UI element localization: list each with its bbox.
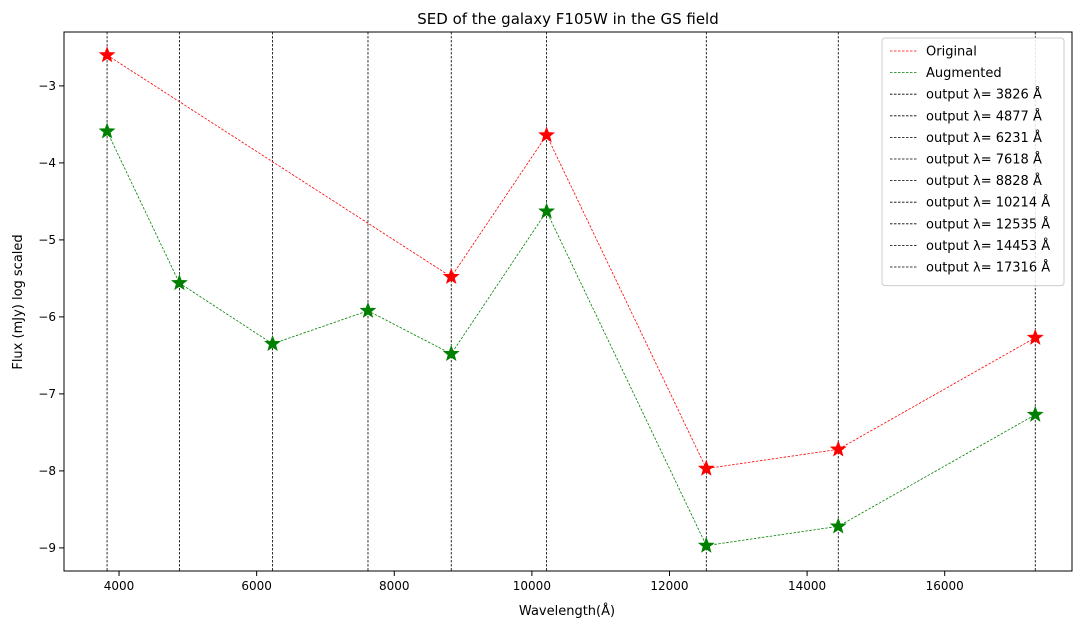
y-tick-label: −5 [38,233,56,247]
y-tick-label: −7 [38,387,56,401]
series-layer [98,46,1044,553]
y-tick-label: −6 [38,310,56,324]
point-original-8828 [442,268,460,285]
x-tick-label: 10000 [513,579,551,593]
legend-label: output λ= 17316 Å [926,260,1050,276]
series-line-original [106,54,1036,470]
point-augmented-14453 [829,517,847,534]
legend-label: output λ= 7618 Å [926,152,1042,168]
y-axis: −3 −4 −5 −6 −7 −8 −9 [38,79,64,555]
vertical-lines [106,32,1036,571]
legend-label: output λ= 4877 Å [926,108,1042,124]
legend-label: output λ= 3826 Å [926,87,1042,103]
point-augmented-7618 [359,301,377,318]
point-augmented-10214 [538,202,556,219]
point-original-17316 [1026,328,1044,345]
y-tick-label: −4 [38,156,56,170]
legend-box [881,37,1065,287]
point-augmented-12535 [697,536,715,553]
plot-frame [63,31,1073,572]
point-augmented-17316 [1026,405,1044,422]
legend-label: output λ= 6231 Å [926,130,1042,146]
legend-label: output λ= 14453 Å [926,238,1050,254]
x-axis-label: Wavelength(Å) [519,603,615,619]
y-tick-label: −8 [38,464,56,478]
x-tick-label: 4000 [104,579,135,593]
x-axis: 4000 6000 8000 10000 12000 14000 16000 [104,571,964,593]
x-tick-label: 12000 [650,579,688,593]
point-original-12535 [697,459,715,476]
y-tick-label: −3 [38,79,56,93]
legend-label: output λ= 10214 Å [926,195,1050,211]
point-augmented-4877 [170,274,188,291]
legend: Original Augmented output λ= 3826 Å output … [881,37,1065,287]
y-tick-label: −9 [38,541,56,555]
x-tick-label: 16000 [926,579,964,593]
point-original-3826 [98,46,116,63]
point-augmented-6231 [264,334,281,352]
point-original-10214 [538,126,556,143]
legend-label: output λ= 12535 Å [926,216,1050,232]
legend-label: Original [926,45,977,60]
point-augmented-8828 [442,345,460,362]
x-tick-label: 6000 [241,579,272,593]
legend-label: Augmented [926,66,1002,81]
y-axis-label: Flux (mJy) log scaled [11,234,26,369]
legend-label: output λ= 8828 Å [926,173,1042,189]
chart-title: SED of the galaxy F105W in the GS field [417,10,719,28]
x-tick-label: 8000 [379,579,410,593]
point-original-14453 [829,440,847,457]
point-augmented-3826 [98,122,116,139]
x-tick-label: 14000 [788,579,826,593]
